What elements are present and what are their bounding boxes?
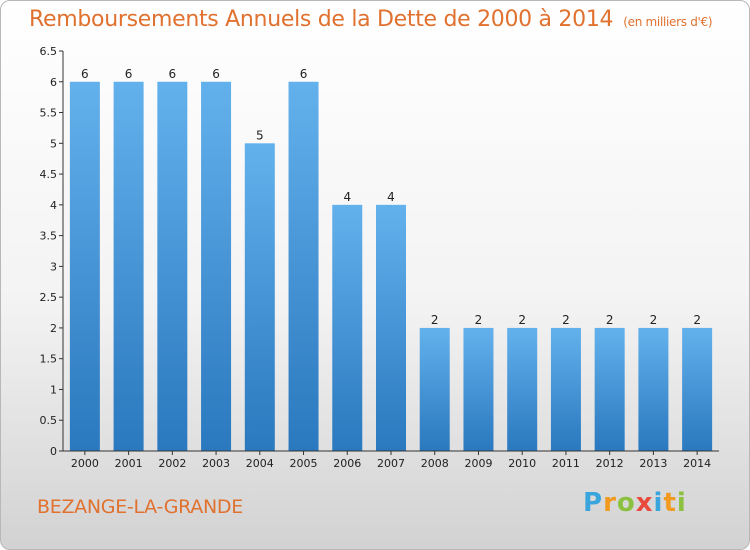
y-tick-label: 3.5 (40, 230, 58, 243)
bar-2003 (201, 81, 232, 452)
x-tick-label: 2011 (552, 457, 580, 470)
x-tick-label: 2005 (290, 457, 318, 470)
y-tick-label: 5.5 (40, 107, 58, 120)
bar-value-label: 4 (343, 190, 351, 204)
bar-value-label: 2 (693, 313, 701, 327)
y-tick-label: 4 (50, 199, 57, 212)
bar-2001 (113, 81, 144, 452)
x-tick-label: 2013 (639, 457, 667, 470)
y-tick-label: 0.5 (40, 414, 58, 427)
x-tick-label: 2008 (421, 457, 449, 470)
x-tick-label: 2010 (508, 457, 536, 470)
x-tick-label: 2014 (683, 457, 711, 470)
x-tick-label: 2009 (464, 457, 492, 470)
x-tick-label: 2004 (246, 457, 274, 470)
x-tick-label: 2006 (333, 457, 361, 470)
x-tick-label: 2003 (202, 457, 230, 470)
bar-value-label: 2 (606, 313, 614, 327)
y-tick-label: 2.5 (40, 291, 58, 304)
bar-value-label: 2 (650, 313, 658, 327)
bar-2007 (376, 204, 406, 451)
y-tick-label: 6.5 (40, 45, 58, 58)
y-tick-label: 6 (50, 76, 57, 89)
bar-2002 (157, 81, 188, 452)
x-axis: 2000 2001 2002 2003 2004 2005 2006 2007 2008 2009… (63, 450, 719, 470)
bars: 6 6 6 6 5 6 4 4 2 2 2 2 2 2 2 (69, 67, 713, 452)
y-tick-label: 4.5 (40, 168, 58, 181)
x-tick-label: 2007 (377, 457, 405, 470)
bar-value-label: 6 (169, 67, 177, 81)
bar-value-label: 6 (300, 67, 308, 81)
y-tick-label: 1 (50, 383, 57, 396)
bar-2010 (507, 327, 538, 451)
bar-value-label: 6 (212, 67, 220, 81)
y-tick-label: 1.5 (40, 353, 58, 366)
x-tick-label: 2001 (115, 457, 143, 470)
bar-value-label: 6 (125, 67, 133, 81)
y-tick-label: 2 (50, 322, 57, 335)
bar-2005 (288, 81, 319, 452)
chart-title: Remboursements Annuels de la Dette de 20… (29, 7, 713, 32)
bar-2009 (463, 327, 494, 451)
bar-value-label: 2 (475, 313, 483, 327)
bar-2012 (594, 327, 625, 451)
bar-2006 (332, 204, 363, 451)
y-tick-label: 5 (50, 137, 57, 150)
bar-2008 (419, 327, 450, 451)
bar-value-label: 2 (518, 313, 526, 327)
bar-value-label: 5 (256, 128, 264, 142)
bar-2000 (69, 81, 100, 452)
x-tick-label: 2002 (158, 457, 186, 470)
bar-2004 (244, 143, 275, 452)
y-axis: 0 0.5 1 1.5 2 2.5 3 3.5 4 4.5 5 5.5 6 6.5 (40, 45, 64, 458)
x-tick-label: 2012 (596, 457, 624, 470)
bar-value-label: 4 (387, 190, 395, 204)
city-name: BEZANGE-LA-GRANDE (37, 496, 243, 518)
chart-unit-label: (en milliers d'€) (623, 15, 713, 29)
bar-value-label: 6 (81, 67, 89, 81)
bar-2011 (550, 327, 581, 451)
bar-2013 (638, 327, 669, 451)
y-tick-label: 0 (50, 445, 57, 458)
y-tick-label: 3 (50, 260, 57, 273)
bar-value-label: 2 (562, 313, 570, 327)
chart-title-text: Remboursements Annuels de la Dette de 20… (29, 7, 614, 32)
proxiti-logo[interactable]: Proxiti (583, 488, 687, 518)
x-tick-label: 2000 (71, 457, 99, 470)
bar-value-label: 2 (431, 313, 439, 327)
bar-2014 (682, 327, 713, 451)
